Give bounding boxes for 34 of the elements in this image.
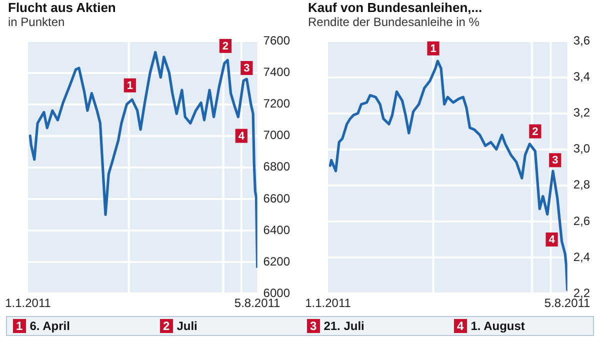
y-tick-label: 6400	[263, 222, 290, 237]
x-tick-label: 1.1.2011	[5, 296, 52, 310]
y-tick-label: 7000	[263, 128, 290, 142]
y-tick-label: 2,2	[573, 286, 590, 300]
annotation: 1	[126, 80, 133, 92]
text: 3 21. Juli	[309, 319, 364, 333]
annotation: 2	[532, 126, 538, 138]
y-tick-label: 2,8	[573, 178, 590, 192]
chart-subtitle: in Punkten	[8, 15, 65, 29]
text: 4 1. August	[456, 319, 525, 333]
y-tick-label: 6600	[263, 191, 290, 206]
y-tick-label: 7200	[263, 96, 290, 111]
annotation: 4	[548, 234, 556, 246]
x-tick-label: 1.1.2011	[305, 296, 352, 310]
y-tick-label: 3,2	[573, 106, 590, 120]
annotation: 3	[244, 62, 250, 75]
annotation: 1	[430, 42, 436, 55]
y-tick-label: 7400	[263, 65, 290, 80]
text: 1 6. April	[15, 319, 70, 333]
annotation: 4	[238, 130, 246, 142]
y-tick-label: 3,0	[573, 142, 590, 156]
y-tick-label: 6200	[263, 254, 290, 268]
y-tick-label: 2,6	[573, 214, 590, 228]
y-tick-label: 3,6	[573, 34, 590, 48]
chart-subtitle: Rendite der Bundesanleihe in %	[308, 15, 480, 29]
y-tick-label: 7600	[263, 34, 290, 48]
chart-title: Flucht aus Aktien	[8, 0, 116, 15]
y-tick-label: 2,4	[573, 250, 590, 264]
annotation: 2	[222, 40, 229, 52]
text: 2 Juli	[162, 319, 198, 333]
y-tick-label: 6800	[263, 160, 290, 174]
annotation: 3	[552, 154, 558, 167]
y-tick-label: 3,4	[573, 70, 590, 84]
chart-title: Kauf von Bundesanleihen,...	[308, 0, 482, 15]
